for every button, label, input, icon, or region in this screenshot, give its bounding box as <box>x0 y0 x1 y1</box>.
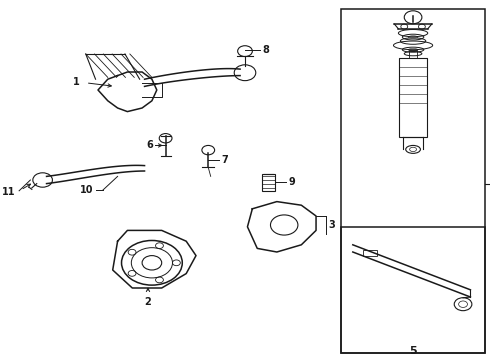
Text: 1: 1 <box>73 77 79 87</box>
Text: 7: 7 <box>221 155 228 165</box>
Bar <box>399 58 427 137</box>
Text: 5: 5 <box>409 346 417 356</box>
Text: 11: 11 <box>1 186 15 197</box>
Bar <box>363 250 377 256</box>
Bar <box>341 227 485 353</box>
Bar <box>341 9 485 353</box>
Text: 3: 3 <box>328 220 335 230</box>
Text: 2: 2 <box>145 297 151 307</box>
Text: 6: 6 <box>146 140 153 150</box>
Text: 9: 9 <box>288 177 295 187</box>
Bar <box>262 174 275 191</box>
Bar <box>409 50 417 58</box>
Text: 8: 8 <box>262 45 269 55</box>
Text: 10: 10 <box>79 185 93 195</box>
